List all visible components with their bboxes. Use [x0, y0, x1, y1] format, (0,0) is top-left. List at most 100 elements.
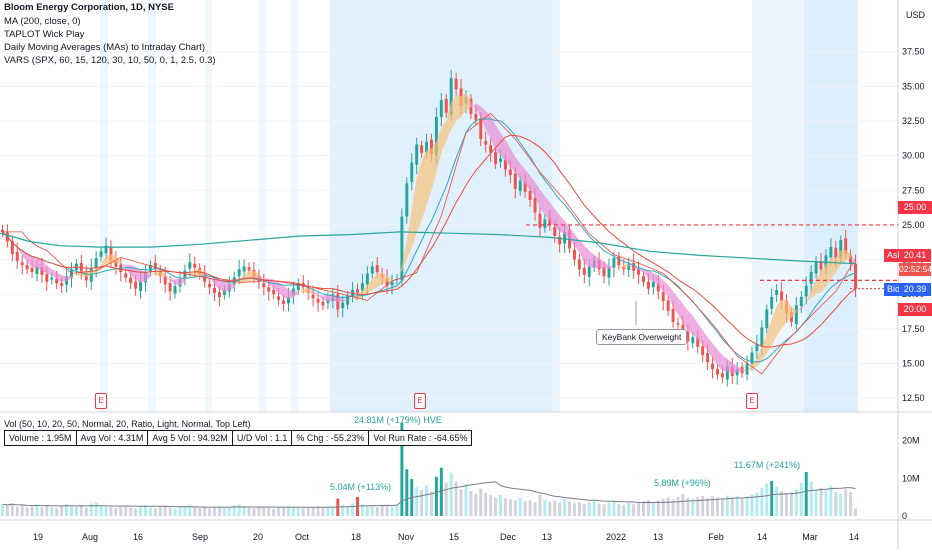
candle-body[interactable] [479, 118, 483, 140]
volume-bar[interactable] [804, 472, 808, 516]
volume-bar[interactable] [70, 506, 73, 516]
news-annotation[interactable]: KeyBank Overweight [596, 329, 688, 345]
volume-bar[interactable] [400, 422, 404, 516]
volume-bar[interactable] [415, 487, 419, 516]
candle-body[interactable] [671, 308, 675, 322]
candle-body[interactable] [627, 263, 631, 270]
candle-body[interactable] [523, 181, 527, 192]
earnings-marker-3[interactable]: E [746, 393, 758, 409]
volume-bar[interactable] [656, 500, 660, 516]
candle-body[interactable] [642, 276, 645, 282]
volume-bar[interactable] [794, 489, 798, 516]
candle-body[interactable] [311, 294, 315, 299]
volume-bar[interactable] [370, 506, 374, 516]
candle-body[interactable] [824, 255, 828, 268]
candle-body[interactable] [686, 331, 690, 342]
volume-bar[interactable] [464, 484, 468, 516]
candle-body[interactable] [819, 260, 823, 270]
candle-body[interactable] [60, 283, 64, 286]
candle-body[interactable] [439, 100, 443, 117]
volume-bar[interactable] [508, 499, 512, 516]
volume-bar[interactable] [661, 498, 665, 516]
volume-bar[interactable] [365, 505, 369, 516]
candle-body[interactable] [242, 266, 246, 272]
candle-body[interactable] [651, 281, 655, 288]
candle-body[interactable] [94, 258, 98, 268]
volume-bar[interactable] [617, 503, 621, 516]
volume-bar[interactable] [750, 494, 754, 516]
volume-bar[interactable] [612, 501, 616, 516]
volume-bar[interactable] [25, 507, 29, 516]
volume-bar[interactable] [380, 505, 384, 516]
volume-bar[interactable] [252, 508, 256, 516]
volume-bar[interactable] [434, 476, 438, 516]
volume-bar[interactable] [0, 504, 4, 516]
volume-bar[interactable] [351, 503, 355, 516]
candle-body[interactable] [247, 267, 251, 271]
volume-bar[interactable] [341, 504, 345, 516]
volume-bar[interactable] [429, 491, 433, 517]
volume-bar[interactable] [607, 502, 611, 516]
volume-bar[interactable] [331, 506, 335, 516]
candle-body[interactable] [725, 366, 729, 380]
candle-body[interactable] [232, 277, 236, 285]
candle-body[interactable] [168, 283, 172, 292]
volume-bar[interactable] [20, 505, 24, 516]
candle-body[interactable] [25, 265, 29, 270]
earnings-marker-1[interactable]: E [95, 393, 107, 409]
candle-body[interactable] [691, 337, 695, 344]
candle-body[interactable] [829, 247, 833, 258]
volume-bar[interactable] [74, 506, 78, 516]
candle-body[interactable] [99, 251, 103, 257]
volume-bar[interactable] [701, 496, 705, 516]
volume-bar[interactable] [745, 496, 749, 516]
candle-body[interactable] [444, 98, 448, 113]
volume-bar[interactable] [553, 500, 557, 516]
volume-bar[interactable] [188, 505, 192, 516]
volume-bar[interactable] [40, 506, 44, 516]
volume-bar[interactable] [65, 503, 69, 516]
candle-body[interactable] [646, 281, 650, 289]
volume-bar[interactable] [10, 503, 14, 516]
volume-bar[interactable] [277, 507, 281, 516]
candle-body[interactable] [385, 278, 389, 286]
candle-body[interactable] [134, 281, 138, 289]
candle-body[interactable] [104, 245, 108, 254]
volume-bar[interactable] [173, 508, 177, 516]
candle-body[interactable] [415, 144, 419, 165]
volume-bar[interactable] [577, 502, 581, 516]
candle-body[interactable] [356, 289, 359, 293]
volume-bar[interactable] [129, 507, 133, 516]
volume-bar[interactable] [538, 494, 542, 516]
volume-bar[interactable] [676, 496, 680, 516]
candle-body[interactable] [153, 263, 157, 270]
volume-bar[interactable] [711, 496, 715, 516]
candle-body[interactable] [661, 292, 665, 302]
candle-body[interactable] [577, 259, 581, 270]
candle-body[interactable] [321, 301, 325, 306]
volume-bar[interactable] [755, 492, 759, 516]
volume-bar[interactable] [513, 500, 517, 516]
candle-body[interactable] [365, 273, 369, 285]
volume-bar[interactable] [518, 497, 522, 516]
volume-bar[interactable] [642, 501, 645, 516]
volume-bar[interactable] [834, 491, 838, 516]
candle-body[interactable] [429, 139, 433, 155]
volume-bar[interactable] [168, 507, 172, 516]
candle-body[interactable] [622, 267, 626, 270]
candle-body[interactable] [360, 283, 364, 291]
volume-bar[interactable] [824, 489, 828, 516]
volume-panel-title[interactable]: Vol (50, 10, 20, 50, Normal, 20, Ratio, … [4, 419, 251, 429]
candle-body[interactable] [484, 141, 488, 145]
volume-bar[interactable] [819, 487, 823, 516]
volume-bar[interactable] [153, 508, 157, 516]
volume-bar[interactable] [35, 504, 39, 516]
volume-bar[interactable] [849, 492, 853, 516]
candle-body[interactable] [711, 363, 715, 370]
candle-body[interactable] [316, 299, 320, 303]
volume-bar[interactable] [597, 503, 601, 516]
candle-body[interactable] [208, 283, 212, 288]
volume-bar[interactable] [740, 497, 744, 516]
candle-body[interactable] [572, 249, 576, 260]
candle-body[interactable] [148, 265, 152, 272]
